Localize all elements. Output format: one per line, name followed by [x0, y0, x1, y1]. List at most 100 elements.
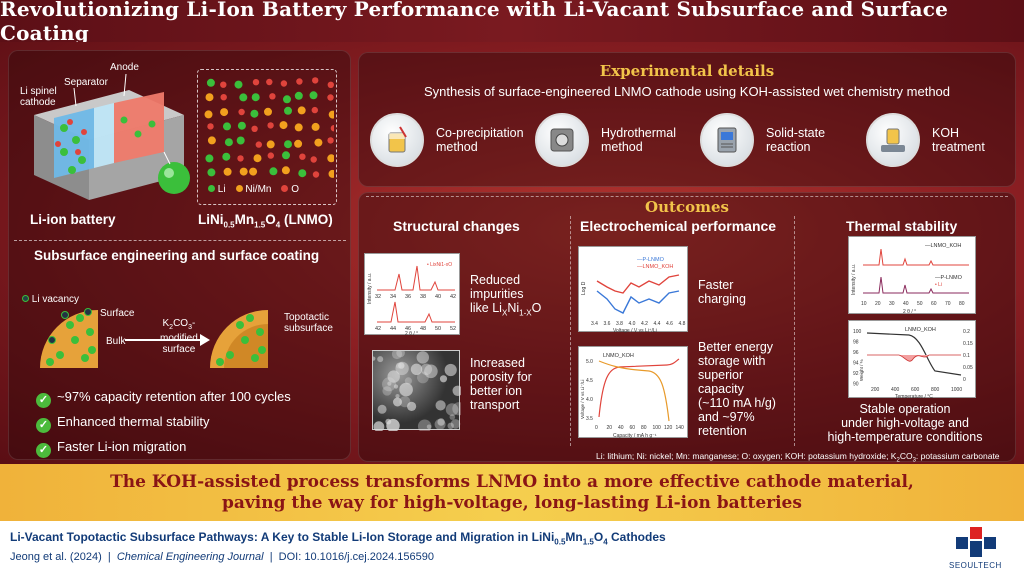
dtg-curve: [867, 354, 961, 362]
diff-tick: 3.8: [616, 321, 623, 327]
atom: [253, 154, 262, 163]
atom: [207, 136, 216, 145]
benefits-list: ✓ ~97% capacity retention after 100 cycle…: [36, 384, 291, 459]
atom: [266, 140, 275, 149]
subsurface-title: Subsurface engineering and surface coati…: [34, 248, 320, 263]
check-icon: ✓: [36, 443, 51, 458]
atom: [328, 110, 334, 119]
sem-particle: [373, 421, 385, 433]
xrd-tick: 34: [390, 294, 396, 300]
sem-particle: [393, 397, 402, 407]
sem-particle: [447, 422, 454, 429]
li-atom: [258, 346, 266, 354]
koh-xrd: [863, 248, 969, 266]
li-atom: [236, 321, 244, 329]
atom: [311, 122, 320, 131]
charge-curve: [598, 358, 680, 418]
step-coprecipitation: Co-precipitation method: [370, 112, 545, 168]
li-atom: [46, 358, 54, 366]
benefit-item: ✓ Enhanced thermal stability: [36, 409, 291, 434]
tga-ytick: 92: [853, 371, 859, 377]
cathode-label-1: Li spinel: [20, 86, 57, 97]
tga-title: LNMO_KOH: [905, 327, 936, 333]
col-divider-2: [794, 216, 795, 446]
sem-particle: [452, 385, 463, 396]
furnace-icon: [700, 113, 754, 167]
atom: [298, 169, 307, 178]
atom: [220, 94, 227, 101]
atom: [251, 93, 260, 102]
li-vacancy-label: Li vacancy: [22, 294, 79, 305]
atom: [284, 140, 292, 149]
col-divider-1: [570, 216, 571, 446]
koh-curve: [596, 274, 680, 294]
experimental-subtitle: Synthesis of surface-engineered LNMO cat…: [423, 84, 951, 99]
atom: [283, 95, 291, 104]
xrd-tick: 38: [420, 294, 426, 300]
xrd-curve-top: [377, 265, 455, 291]
atom: [297, 106, 306, 115]
atom: [206, 78, 215, 87]
conclusion-band: The KOH-assisted process transforms LNMO…: [0, 464, 1024, 521]
txrd-tick: 50: [917, 301, 923, 307]
xrd-tick: 50: [435, 326, 441, 332]
autoclave-icon: [535, 113, 589, 167]
check-icon: ✓: [36, 418, 51, 433]
sem-particle: [399, 382, 413, 397]
sem-particle: [404, 377, 412, 385]
li-atom: [71, 336, 79, 344]
li-atom: [81, 354, 89, 362]
li-atom: [56, 351, 64, 359]
txrd-tick: 30: [889, 301, 895, 307]
diff-tick: 4.2: [641, 321, 648, 327]
atom: [312, 171, 320, 178]
outcomes-divider: [366, 196, 1008, 197]
tga-y2tick: 0.05: [963, 365, 973, 371]
atom: [281, 166, 290, 175]
tga-tick: 400: [891, 387, 900, 393]
faster-text: Faster charging: [698, 278, 746, 306]
discharge-curve: [598, 360, 670, 422]
atom: [220, 81, 227, 88]
atom: [237, 121, 246, 130]
tga-tick: 200: [871, 387, 880, 393]
sem-particle: [435, 400, 446, 411]
li-atom: [76, 314, 84, 322]
xrd-ylabel: Intensity / a.u.: [367, 273, 373, 304]
atom: [250, 109, 259, 118]
sem-particle: [437, 418, 445, 426]
bulk-label: Bulk: [106, 336, 126, 347]
p-xrd: [863, 276, 969, 294]
diff-tick: 4.4: [654, 321, 661, 327]
tga-y2tick: 0.1: [963, 353, 970, 359]
tga-ytick: 98: [853, 340, 859, 346]
benefit-item: ✓ Faster Li-ion migration: [36, 434, 291, 459]
atom: [234, 80, 243, 89]
li-atom: [246, 314, 254, 322]
sem-particle: [416, 351, 429, 364]
atom: [255, 141, 262, 148]
sem-particle: [396, 348, 405, 358]
atom: [264, 107, 272, 116]
sem-particle: [420, 363, 433, 375]
anode-label: Anode: [110, 62, 139, 73]
footer: Li-Vacant Topotactic Subsurface Pathways…: [0, 521, 1024, 576]
li-vacancy: [48, 336, 56, 344]
separator-label: Separator: [64, 77, 108, 88]
tga-ytick: 90: [853, 382, 859, 388]
atom: [328, 169, 334, 178]
atom: [252, 79, 260, 86]
cap-tick: 120: [664, 425, 673, 431]
atom: [237, 155, 244, 162]
tga-y2tick: 0.15: [963, 341, 973, 347]
sem-particle: [444, 363, 457, 377]
thermal-xrd-plot: —LNMO_KOH —P-LNMO • Li 10 20 30 40 50 60 70 80 Inte…: [848, 236, 976, 315]
li-atom: [251, 354, 259, 362]
nimn-legend: Ni/Mn: [235, 184, 271, 195]
stirrer-icon: [866, 113, 920, 167]
xrd-xlabel: 2 θ / °: [405, 331, 418, 336]
sem-particle: [398, 362, 405, 369]
diff-ylabel: Log D: [581, 281, 587, 295]
li-legend: Li: [208, 184, 226, 195]
diff-tick: 4.6: [666, 321, 673, 327]
